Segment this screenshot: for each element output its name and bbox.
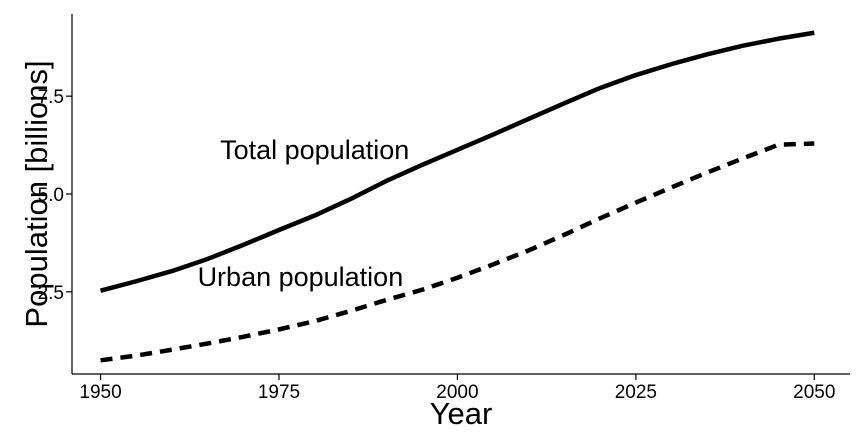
data-point [170,269,174,273]
data-point [741,43,745,47]
data-point [741,156,745,160]
data-point [562,101,566,105]
data-point [384,298,388,302]
x-tick-label: 2025 [615,382,657,403]
data-point [491,262,495,266]
data-point [277,228,281,232]
y-tick-label: 2.5 [38,283,64,304]
series-line-urban [100,141,815,363]
data-point [205,257,209,261]
data-point [134,353,138,357]
axes [71,14,850,375]
y-tick-label: 7.5 [38,87,64,108]
data-point [348,197,352,201]
data-point [812,31,816,35]
x-tick-label: 2000 [436,382,478,403]
y-tick-label: 5.0 [38,185,64,206]
labels: Year Population [billions] [19,60,492,431]
data-point [241,243,245,247]
y-axis-title: Population [billions] [19,60,54,327]
data-point [527,117,531,121]
data-point [384,179,388,183]
data-point [241,335,245,339]
data-point [205,341,209,345]
series-points-total [98,31,816,293]
x-tick-label: 1950 [79,382,121,403]
data-point [277,327,281,331]
annotation-total-population: Total population [220,135,409,165]
data-point [420,163,424,167]
series-line-total [99,30,815,293]
series-points-urban [98,141,816,362]
data-point [705,52,709,56]
data-point [527,248,531,252]
data-point [312,319,316,323]
data-point [598,86,602,90]
data-point [98,288,102,292]
data-point [776,142,780,146]
data-point [669,62,673,66]
data-point [455,148,459,152]
data-point [98,358,102,362]
data-point [669,185,673,189]
data-point [455,276,459,280]
data-point [598,216,602,220]
ticks: 1950 1975 2000 2025 2050 2.5 5.0 7.5 [38,87,836,403]
data-point [634,200,638,204]
data-point [491,132,495,136]
data-point [705,170,709,174]
data-point [170,348,174,352]
data-point [420,288,424,292]
data-point [134,279,138,283]
annotation-urban-population: Urban population [198,262,404,292]
x-axis-title: Year [430,396,493,431]
annotations: Total population Urban population [198,135,410,292]
data-point [562,232,566,236]
x-tick-label: 1975 [258,382,300,403]
data-point [634,73,638,77]
x-tick-label: 2050 [793,382,835,403]
series [98,30,816,363]
data-point [312,213,316,217]
data-point [776,36,780,40]
data-point [348,309,352,313]
data-point [812,141,816,145]
